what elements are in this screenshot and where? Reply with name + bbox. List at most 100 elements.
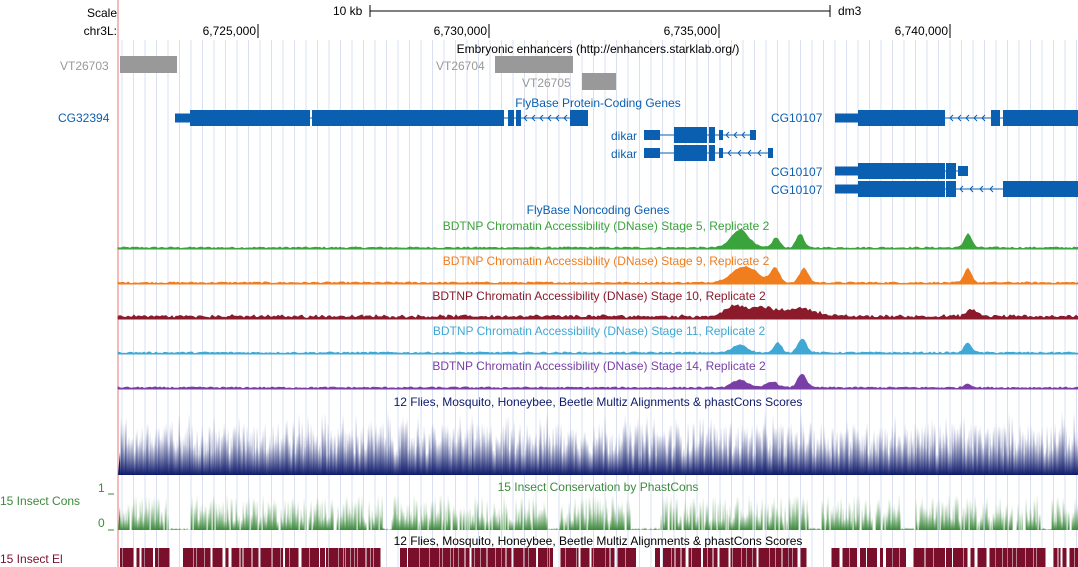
conserved-element	[408, 548, 419, 567]
scale-bar-label: 10 kb	[333, 4, 363, 18]
enhancer-vt26703	[120, 56, 177, 73]
assembly-label: dm3	[838, 4, 862, 18]
conserved-element	[770, 548, 775, 567]
conserved-element	[707, 548, 713, 567]
conserved-element	[934, 548, 945, 567]
conserved-element	[576, 548, 579, 567]
conserved-element	[580, 548, 590, 567]
conserved-element	[792, 548, 798, 567]
phastcons-side-label[interactable]: 15 Insect Cons	[0, 494, 81, 508]
conserved-element	[719, 548, 729, 567]
ruler-position-3: 6,735,000	[663, 24, 717, 38]
conserved-element	[800, 548, 807, 567]
gene-cg10107-1-strand-arrow	[957, 114, 962, 122]
gene-dikar-2-strand-arrow	[747, 149, 752, 157]
gene-label-dikar-1[interactable]: dikar	[611, 129, 638, 143]
enhancer-label-vt26705[interactable]: VT26705	[522, 76, 571, 90]
conserved-element	[193, 548, 197, 567]
conserved-element	[373, 548, 381, 567]
gene-dikar-1-exon	[709, 127, 715, 143]
dnase-stage9-title[interactable]: BDTNP Chromatin Accessibility (DNase) St…	[442, 254, 770, 268]
conserved-element	[355, 548, 357, 567]
dnase-stage5-title[interactable]: BDTNP Chromatin Accessibility (DNase) St…	[442, 219, 770, 233]
conserved-element	[529, 548, 536, 567]
conserved-element	[458, 548, 465, 567]
gene-dikar-2-exon	[644, 148, 660, 158]
conserved-element	[867, 548, 877, 567]
conserved-element	[243, 548, 252, 567]
ruler-position-4: 6,740,000	[894, 24, 948, 38]
gene-dikar-2-strand-arrow	[727, 149, 732, 157]
gene-cg10107-2-exon	[835, 166, 858, 176]
gene-cg10107-2-exon	[858, 163, 945, 179]
conserved-element	[231, 548, 240, 567]
conserved-element	[350, 548, 355, 567]
gene-label-dikar-2[interactable]: dikar	[611, 147, 638, 161]
conserved-element	[842, 548, 850, 567]
gene-cg32394-strand-arrow	[539, 114, 544, 122]
conserved-element	[703, 548, 707, 567]
ruler-position-1: 6,725,000	[202, 24, 256, 38]
elements-track-title[interactable]: 12 Flies, Mosquito, Honeybee, Beetle Mul…	[393, 534, 803, 548]
gene-label-cg10107-2[interactable]: CG10107	[771, 165, 823, 179]
phastcons-track-title[interactable]: 15 Insect Conservation by PhastCons	[497, 480, 699, 494]
enhancer-label-vt26703[interactable]: VT26703	[60, 59, 109, 73]
gene-cg10107-1-strand-arrow	[981, 114, 986, 122]
conserved-element	[1008, 548, 1012, 567]
enhancer-track-title[interactable]: Embryonic enhancers (http://enhancers.st…	[456, 42, 740, 56]
conserved-element	[443, 548, 450, 567]
conserved-element	[136, 548, 140, 567]
conserved-element	[989, 548, 996, 567]
conserved-element	[475, 548, 480, 567]
gene-dikar-1-exon	[674, 127, 707, 143]
gene-cg10107-1-strand-arrow	[973, 114, 978, 122]
chrom-label: chr3L:	[83, 24, 117, 38]
conserved-element	[465, 548, 470, 567]
conserved-element	[272, 548, 281, 567]
dnase-stage14-title[interactable]: BDTNP Chromatin Accessibility (DNase) St…	[432, 359, 766, 373]
conserved-element	[977, 548, 987, 567]
phastcons-axis-max: 1	[98, 481, 105, 495]
gene-label-cg32394[interactable]: CG32394	[58, 111, 110, 125]
conserved-element	[310, 548, 319, 567]
conserved-element	[366, 548, 371, 567]
dnase-signal-2	[117, 304, 1078, 320]
elements-side-label[interactable]: 15 Insect El	[0, 552, 63, 566]
dnase-stage11-title[interactable]: BDTNP Chromatin Accessibility (DNase) St…	[432, 324, 766, 338]
conserved-element	[617, 548, 626, 567]
gene-cg10107-1-strand-arrow	[949, 114, 954, 122]
conserved-element	[892, 548, 900, 567]
gene-cg10107-1-strand-arrow	[965, 114, 970, 122]
gene-cg10107-1-exon	[835, 113, 858, 123]
gene-dikar-1-exon	[719, 130, 723, 140]
conserved-element	[450, 548, 454, 567]
gene-cg10107-3-exon	[1003, 181, 1078, 197]
conserved-element	[158, 548, 170, 567]
conserved-element	[454, 548, 458, 567]
multiz-track-title[interactable]: 12 Flies, Mosquito, Honeybee, Beetle Mul…	[393, 395, 803, 409]
conserved-element	[594, 548, 605, 567]
conserved-element	[480, 548, 487, 567]
conserved-element	[326, 548, 328, 567]
protein-coding-track-title[interactable]: FlyBase Protein-Coding Genes	[515, 96, 681, 110]
conserved-element	[343, 548, 346, 567]
conserved-element	[953, 548, 963, 567]
conserved-element	[886, 548, 892, 567]
phastcons-bars	[118, 494, 1078, 530]
enhancer-label-vt26704[interactable]: VT26704	[436, 59, 485, 73]
gene-cg32394-strand-arrow	[523, 114, 528, 122]
gene-dikar-1-strand-arrow	[725, 131, 730, 139]
gene-label-cg10107-3[interactable]: CG10107	[771, 183, 823, 197]
gene-dikar-2-exon	[709, 145, 715, 161]
conserved-element	[747, 548, 752, 567]
gene-cg32394-strand-arrow	[531, 114, 536, 122]
dnase-stage10-title[interactable]: BDTNP Chromatin Accessibility (DNase) St…	[432, 289, 766, 303]
conserved-element	[560, 548, 566, 567]
conserved-element	[1025, 548, 1034, 567]
gene-cg10107-3-strand-arrow	[979, 185, 984, 193]
conserved-element	[212, 548, 223, 567]
noncoding-track-title[interactable]: FlyBase Noncoding Genes	[526, 203, 670, 217]
gene-label-cg10107-1[interactable]: CG10107	[771, 111, 823, 125]
